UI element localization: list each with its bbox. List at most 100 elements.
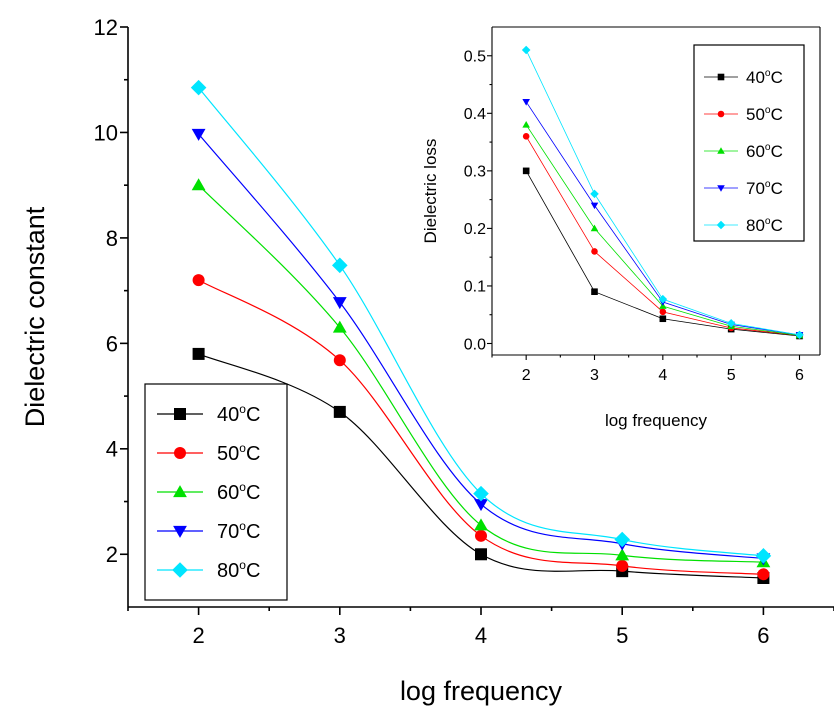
data-point-60c [474,518,488,531]
series-line-60c [198,184,764,563]
legend-label-unit: C [246,482,260,504]
data-point-80c [658,294,668,304]
legend-label-unit: C [246,521,260,543]
x-tick-label: 2 [192,623,204,648]
x-axis-title: log frequency [605,411,708,430]
y-axis-title: Dielectric loss [421,139,440,244]
legend-label-degree: o [765,216,771,227]
legend-marker [717,73,725,81]
legend-marker [717,147,725,154]
y-tick-label: 4 [106,437,118,462]
legend-label-degree: o [765,105,771,116]
legend-label-value: 80 [217,560,239,582]
x-tick-label: 6 [795,367,804,384]
data-point-70c [191,128,206,141]
data-point-40c [192,347,205,360]
legend-label-value: 50 [746,105,765,124]
main-chart: 2 3 4 5 6 2 4 6 8 10 12 log frequency Dielectric con… [20,15,834,706]
legend-label-degree: o [765,142,771,153]
y-tick-label: 0.1 [464,279,486,296]
x-tick-label: 4 [658,367,667,384]
series-line-70c [198,133,764,560]
data-point-80c [521,45,531,55]
x-tick-label: 4 [475,623,487,648]
legend-marker [174,408,186,420]
legend-label: 80oC [217,558,260,582]
data-point-50c [659,308,667,316]
data-point-40c [522,167,530,175]
data-point-40c [659,315,667,323]
x-axis-title: log frequency [400,676,563,706]
y-tick-label: 0.4 [464,106,486,123]
data-point-80c [473,485,489,502]
data-point-40c [475,548,487,561]
legend-marker [717,110,725,118]
legend-marker [172,562,188,578]
y-tick-label: 0.3 [464,164,486,181]
data-point-80c [614,531,630,548]
data-point-80c [190,79,207,96]
data-point-80c [590,189,599,199]
legend-label-degree: o [239,558,246,572]
data-point-80c [755,548,772,564]
y-tick-label: 10 [94,120,118,145]
legend-label-value: 70 [217,521,239,543]
legend-label-value: 60 [746,142,765,161]
data-point-50c [757,568,770,581]
x-tick-label: 5 [727,367,736,384]
legend-label: 50oC [746,105,783,124]
data-point-70c [590,202,599,210]
legend-label-degree: o [239,519,246,533]
legend-label: 50oC [217,441,260,465]
legend-marker [173,525,187,538]
data-point-50c [522,133,530,140]
data-point-60c [191,178,206,191]
data-point-40c [333,405,346,418]
legend-label: 40oC [217,402,260,426]
legend-label-degree: o [239,441,246,455]
data-point-50c [192,274,205,287]
legend-label-degree: o [765,179,771,190]
legend-label: 70oC [217,519,260,543]
legend-label: 70oC [746,179,783,198]
x-tick-label: 3 [334,623,346,648]
data-point-50c [591,248,598,255]
x-tick-label: 2 [522,367,531,384]
legend-marker [173,485,187,498]
data-point-50c [333,354,346,367]
data-point-70c [332,297,347,310]
legend-marker [717,185,725,192]
legend-label-unit: C [771,68,783,87]
legend-marker [174,447,186,459]
data-point-40c [591,288,598,296]
data-point-60c [522,121,530,128]
series-line-50c [198,279,764,575]
data-point-60c [615,548,630,561]
legend-label-value: 60 [217,482,239,504]
legend-label-degree: o [765,68,771,79]
legend-label-unit: C [246,443,260,465]
y-tick-label: 0.5 [464,49,486,66]
legend-label-value: 50 [217,443,239,465]
legend-label: 60oC [217,480,260,504]
legend-label: 40oC [746,68,783,87]
x-tick-label: 5 [616,623,628,648]
y-tick-label: 0.0 [464,336,486,353]
y-tick-label: 8 [106,226,118,251]
legend-label-unit: C [771,179,783,198]
y-tick-label: 6 [106,331,118,356]
legend-label-unit: C [771,142,783,161]
legend-label-value: 70 [746,179,765,198]
legend-label: 60oC [746,142,783,161]
data-point-50c [616,559,629,572]
data-point-60c [332,320,347,333]
data-point-50c [475,529,487,542]
y-tick-label: 0.2 [464,221,486,238]
inset-chart: 2 3 4 5 6 0.0 0.1 0.2 0.3 0.4 0.5 log frequency Diel… [421,26,821,430]
legend-label-value: 40 [217,404,239,426]
legend-label-value: 40 [746,68,765,87]
legend-label-degree: o [239,480,246,494]
data-point-70c [522,99,530,106]
x-tick-label: 3 [590,367,599,384]
